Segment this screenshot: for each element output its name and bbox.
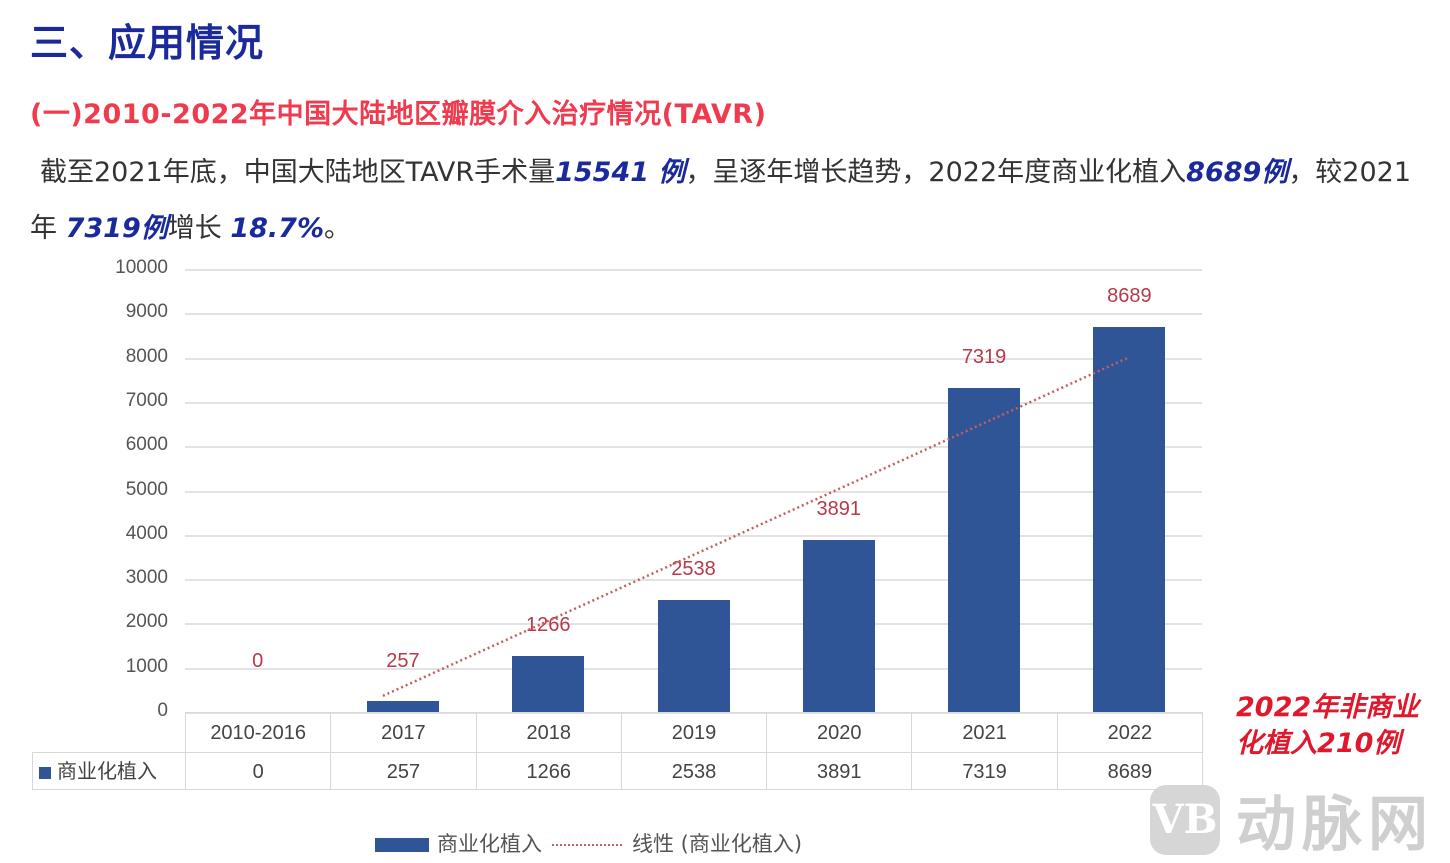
- bar: [1093, 327, 1166, 712]
- y-tick-label: 1000: [125, 655, 168, 677]
- gridline: [185, 313, 1202, 316]
- y-tick-label: 6000: [125, 434, 168, 456]
- data-label: 2538: [671, 557, 716, 580]
- highlight-total: 15541 例: [555, 157, 686, 188]
- section-title: 三、应用情况: [30, 21, 265, 65]
- gridline: [185, 446, 1202, 449]
- subsection-title: (一)2010-2022年中国大陆地区瓣膜介入治疗情况(TAVR): [30, 99, 767, 130]
- table-category-cell: 2020: [766, 712, 913, 753]
- table-category-cell: 2018: [475, 712, 622, 753]
- table-value-cell: 3891: [766, 752, 913, 790]
- gridline: [185, 712, 1202, 714]
- data-label: 1266: [525, 613, 571, 636]
- table-category-cell: 2010-2016: [185, 712, 332, 753]
- bar: [366, 700, 439, 712]
- bar-chart: 0 1000 2000 3000 4000 5000 6000 7000 8000 9000 100…: [0, 250, 1450, 858]
- bar: [512, 655, 585, 712]
- vb-logo-icon: VB: [1150, 784, 1220, 855]
- bar-legend-swatch: [375, 838, 429, 852]
- y-tick-label: 5000: [125, 478, 168, 500]
- chart-legend: 商业化植入 线性 (商业化植入): [375, 828, 802, 858]
- text: ，呈逐年增长趋势，2022年度商业化植入: [685, 157, 1187, 188]
- gridline: [185, 579, 1202, 582]
- table-row-label: 商业化植入: [32, 752, 186, 790]
- text: 截至2021年底，中国大陆地区TAVR手术量: [40, 157, 556, 188]
- gridline: [185, 269, 1202, 271]
- table-category-cell: 2019: [620, 712, 768, 753]
- data-label: 7319: [961, 345, 1007, 368]
- gridline: [185, 534, 1202, 537]
- trendline: [382, 356, 1130, 697]
- highlight-growth: 18.7%: [230, 213, 325, 244]
- table-value-cell: 2538: [620, 752, 768, 790]
- table-category-cell: 2017: [330, 712, 477, 753]
- table-category-cell: 2021: [911, 712, 1058, 753]
- y-tick-label: 0: [157, 700, 168, 721]
- table-value-cell: 8689: [1056, 752, 1203, 790]
- table-value-cell: 1266: [475, 752, 622, 790]
- data-label: 3891: [816, 497, 862, 520]
- bar: [948, 387, 1021, 712]
- summary-paragraph: 截至2021年底，中国大陆地区TAVR手术量15541 例，呈逐年增长趋势，20…: [30, 145, 1435, 257]
- legend-trend-label: 线性 (商业化植入): [632, 832, 803, 856]
- text: 增长: [167, 213, 231, 244]
- table-category-cell: 2022: [1056, 712, 1203, 753]
- gridline: [185, 357, 1202, 360]
- series-swatch-icon: [39, 766, 51, 779]
- bar: [802, 539, 875, 712]
- watermark: VB 动脉网: [1150, 776, 1434, 863]
- data-label: 8689: [1107, 285, 1152, 308]
- watermark-text: 动脉网: [1236, 790, 1434, 860]
- gridline: [185, 490, 1202, 493]
- highlight-2021: 7319例: [65, 213, 168, 244]
- table-value-cell: 7319: [911, 752, 1058, 790]
- y-tick-label: 8000: [125, 345, 168, 367]
- highlight-2022: 8689例: [1186, 157, 1289, 188]
- y-tick-label: 7000: [125, 389, 168, 411]
- trendline-legend-swatch: [552, 844, 622, 846]
- legend-series-label: 商业化植入: [437, 832, 542, 856]
- table-value-cell: 257: [330, 752, 477, 790]
- y-tick-label: 4000: [125, 522, 168, 544]
- text: 。: [324, 213, 352, 244]
- row-label-text: 商业化植入: [57, 761, 157, 783]
- bar: [657, 599, 730, 712]
- y-tick-label: 3000: [125, 567, 168, 589]
- annotation-note: 2022年非商业化植入210例: [1236, 692, 1420, 759]
- gridline: [185, 401, 1202, 404]
- y-tick-label: 9000: [125, 301, 168, 323]
- data-label: 257: [386, 650, 420, 672]
- table-value-cell: 0: [185, 752, 332, 790]
- data-label: 0: [252, 650, 264, 672]
- y-tick-label: 10000: [115, 257, 168, 278]
- text: ，较2021年: [30, 157, 1412, 244]
- y-tick-label: 2000: [125, 611, 168, 633]
